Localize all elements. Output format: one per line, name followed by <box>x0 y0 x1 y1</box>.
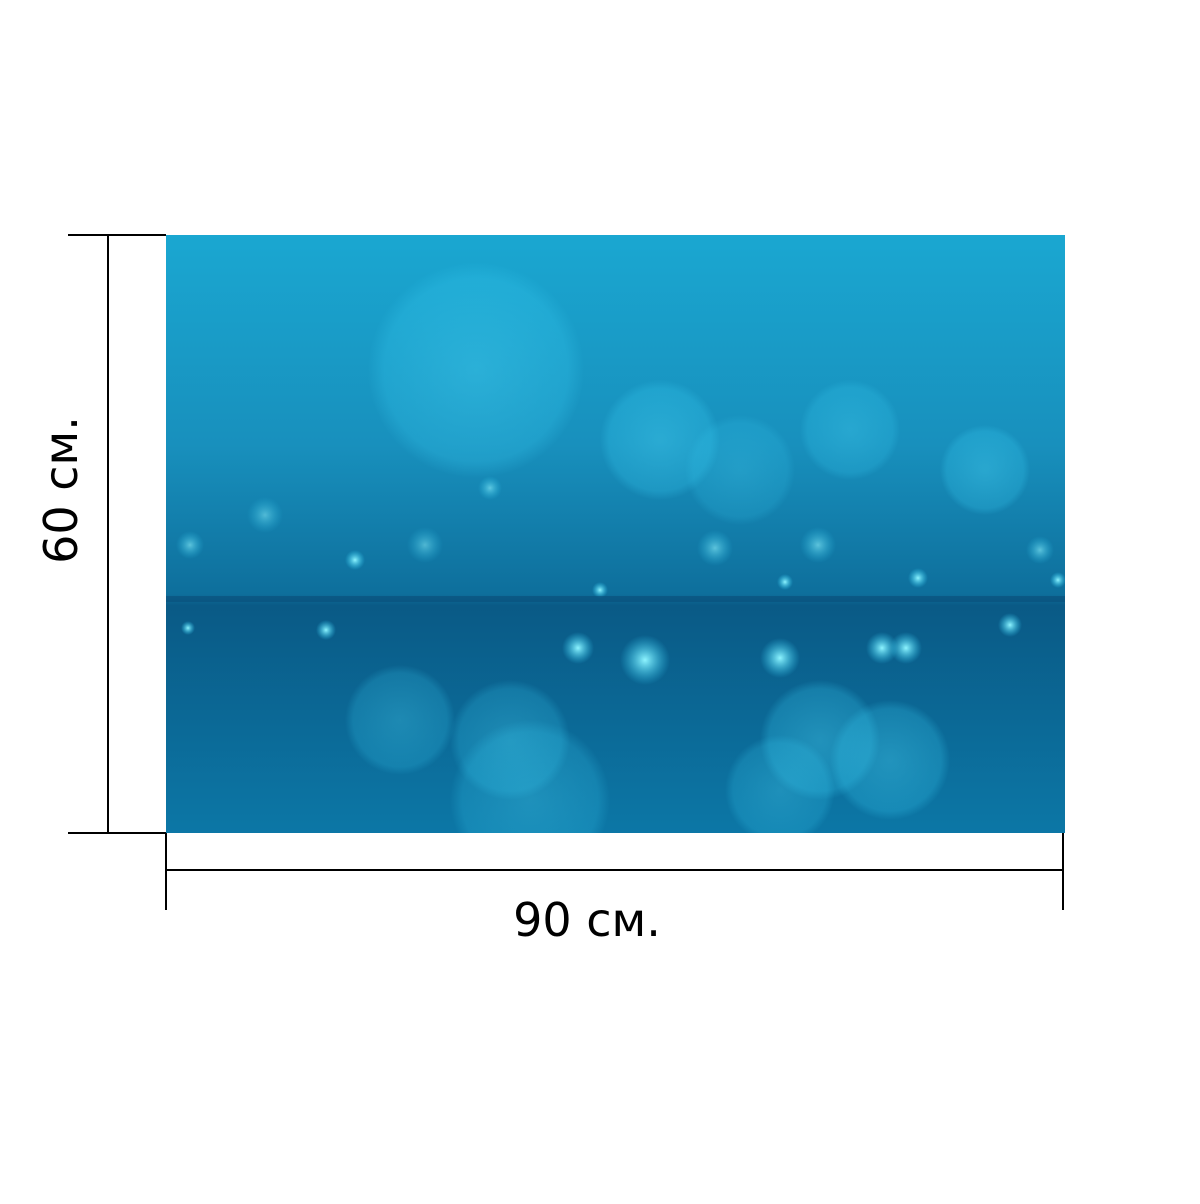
photo <box>166 235 1065 833</box>
width-label: 90 см. <box>513 893 661 947</box>
height-dimension: 60 см. <box>34 234 166 834</box>
height-label: 60 см. <box>34 416 88 564</box>
width-dimension: 90 см. <box>165 833 1064 947</box>
